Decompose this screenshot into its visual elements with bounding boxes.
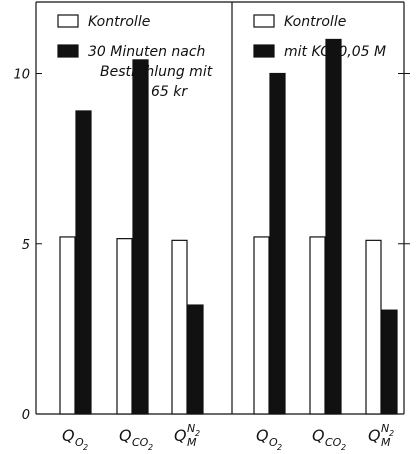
bar-control	[59, 236, 76, 415]
bar-treatment	[381, 309, 398, 415]
x-tick-label-subsub: 2	[277, 443, 282, 452]
legend-label: Bestrahlung mit	[100, 64, 213, 80]
x-tick-label-sup: N	[187, 422, 195, 435]
legend-swatch-treatment	[57, 44, 79, 58]
y-tick-label: 10	[13, 68, 30, 83]
x-tick-label-main: Q	[119, 426, 132, 445]
bar-treatment	[187, 304, 204, 415]
legend-swatch-treatment	[253, 44, 275, 58]
x-tick-label-subsub: 2	[83, 443, 88, 452]
panel-frames	[35, 1, 405, 415]
x-tick-label: Q CO 2	[119, 426, 153, 452]
x-tick-label: Q MN 2	[174, 422, 200, 449]
x-tick-label-subsub: 2	[341, 443, 346, 452]
x-tick-label: Q MN 2	[368, 422, 394, 449]
x-tick-label-sup: N	[381, 422, 389, 435]
x-tick-label-supsub: 2	[195, 429, 200, 438]
y-tick-label: 0	[22, 408, 30, 423]
legend-label: mit KCl 0,05 M	[284, 44, 386, 60]
bar-treatment	[75, 110, 92, 415]
x-tick-label-sub: O	[75, 436, 84, 449]
x-tick-label-sub: CO	[325, 436, 342, 449]
bar-treatment	[269, 72, 286, 415]
x-tick-label-main: Q	[312, 426, 325, 445]
bar-control	[253, 236, 270, 415]
x-tick-label-sub: M	[187, 436, 197, 449]
bar-treatment	[325, 38, 342, 415]
x-tick-label-main: Q	[174, 426, 187, 445]
legend-swatch-control	[57, 14, 79, 28]
x-tick-label-sub: CO	[132, 436, 149, 449]
legend-label: Kontrolle	[284, 14, 346, 30]
x-tick-label-main: Q	[368, 426, 381, 445]
legend-label: 30 Minuten nach	[88, 44, 205, 60]
legend-swatch-control	[253, 14, 275, 28]
bar-control	[171, 239, 188, 415]
bar-treatment	[132, 59, 149, 415]
legend-label: 65 kr	[151, 84, 188, 100]
x-tick-label-subsub: 2	[148, 443, 153, 452]
x-tick-label-sub: M	[381, 436, 391, 449]
bar-control	[365, 239, 382, 415]
legend-label: Kontrolle	[88, 14, 150, 30]
x-tick-label-main: Q	[62, 426, 75, 445]
bar-control	[116, 238, 133, 415]
y-tick-label: 5	[22, 238, 30, 253]
bar-control	[309, 236, 326, 415]
x-tick-label-sub: O	[269, 436, 278, 449]
x-tick-label-main: Q	[256, 426, 269, 445]
x-tick-label: Q CO 2	[312, 426, 346, 452]
x-tick-label-supsub: 2	[389, 429, 394, 438]
